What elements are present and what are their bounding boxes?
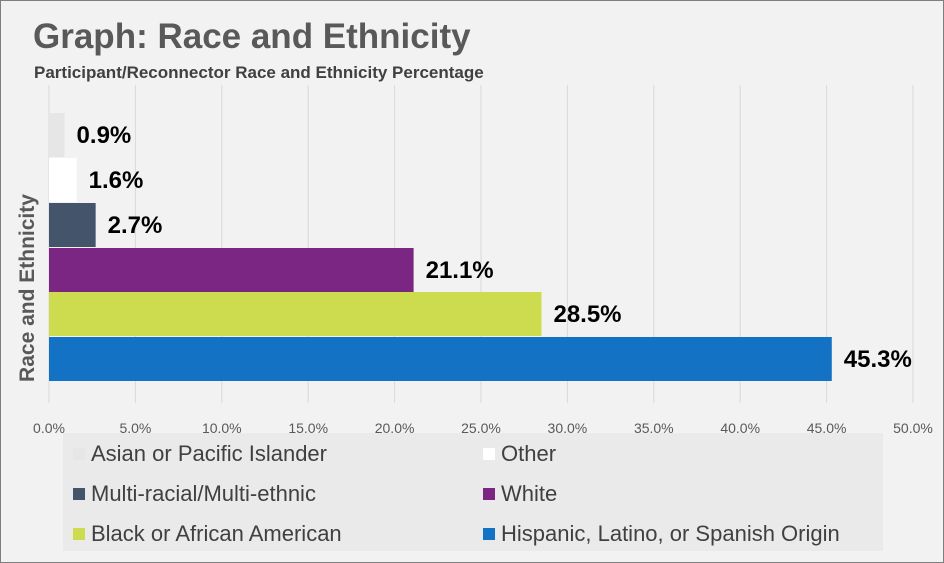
legend-label: White [501,481,558,506]
x-tick-label: 0.0% [33,420,65,433]
x-tick-label: 5.0% [119,420,151,433]
legend-label: Other [501,441,557,466]
legend-swatch [73,488,85,500]
chart-title: Graph: Race and Ethnicity [33,17,471,56]
bar [49,203,96,247]
data-label: 45.3% [844,346,912,373]
x-tick-label: 35.0% [634,420,674,433]
bar [49,113,65,157]
legend-item: Other [483,441,556,467]
data-label: 0.9% [77,122,132,149]
legend-item: Asian or Pacific Islander [73,441,327,467]
bar-chart: 0.0% 5.0% 10.0% 15.0% 20.0% 25.0% 30.0% 35.0% 40… [33,85,933,433]
x-tick-label: 15.0% [288,420,328,433]
legend-swatch [483,448,495,460]
legend-swatch [483,528,495,540]
chart-subtitle: Participant/Reconnector Race and Ethnici… [34,63,484,82]
x-tick-label: 30.0% [548,420,588,433]
x-tick-label: 10.0% [202,420,242,433]
data-label: 21.1% [426,257,494,284]
x-tick-label: 45.0% [807,420,847,433]
legend-item: Multi-racial/Multi-ethnic [73,481,316,507]
legend-label: Asian or Pacific Islander [91,441,327,466]
bar [49,248,414,292]
data-label: 28.5% [553,301,621,328]
legend-item: Hispanic, Latino, or Spanish Origin [483,521,840,547]
x-tick-label: 20.0% [375,420,415,433]
bar [49,292,542,336]
chart-legend: Asian or Pacific Islander Other Multi-raci… [63,433,883,551]
x-tick-label: 50.0% [893,420,933,433]
bar [49,337,832,381]
legend-swatch [483,488,495,500]
legend-swatch [73,448,85,460]
data-label: 1.6% [89,167,144,194]
data-label: 2.7% [108,212,163,239]
x-tick-label: 25.0% [461,420,501,433]
x-tick-label: 40.0% [720,420,760,433]
legend-label: Hispanic, Latino, or Spanish Origin [501,521,840,546]
legend-item: White [483,481,557,507]
legend-swatch [73,528,85,540]
legend-item: Black or African American [73,521,342,547]
legend-label: Black or African American [91,521,342,546]
bar [49,158,77,202]
legend-label: Multi-racial/Multi-ethnic [91,481,316,506]
